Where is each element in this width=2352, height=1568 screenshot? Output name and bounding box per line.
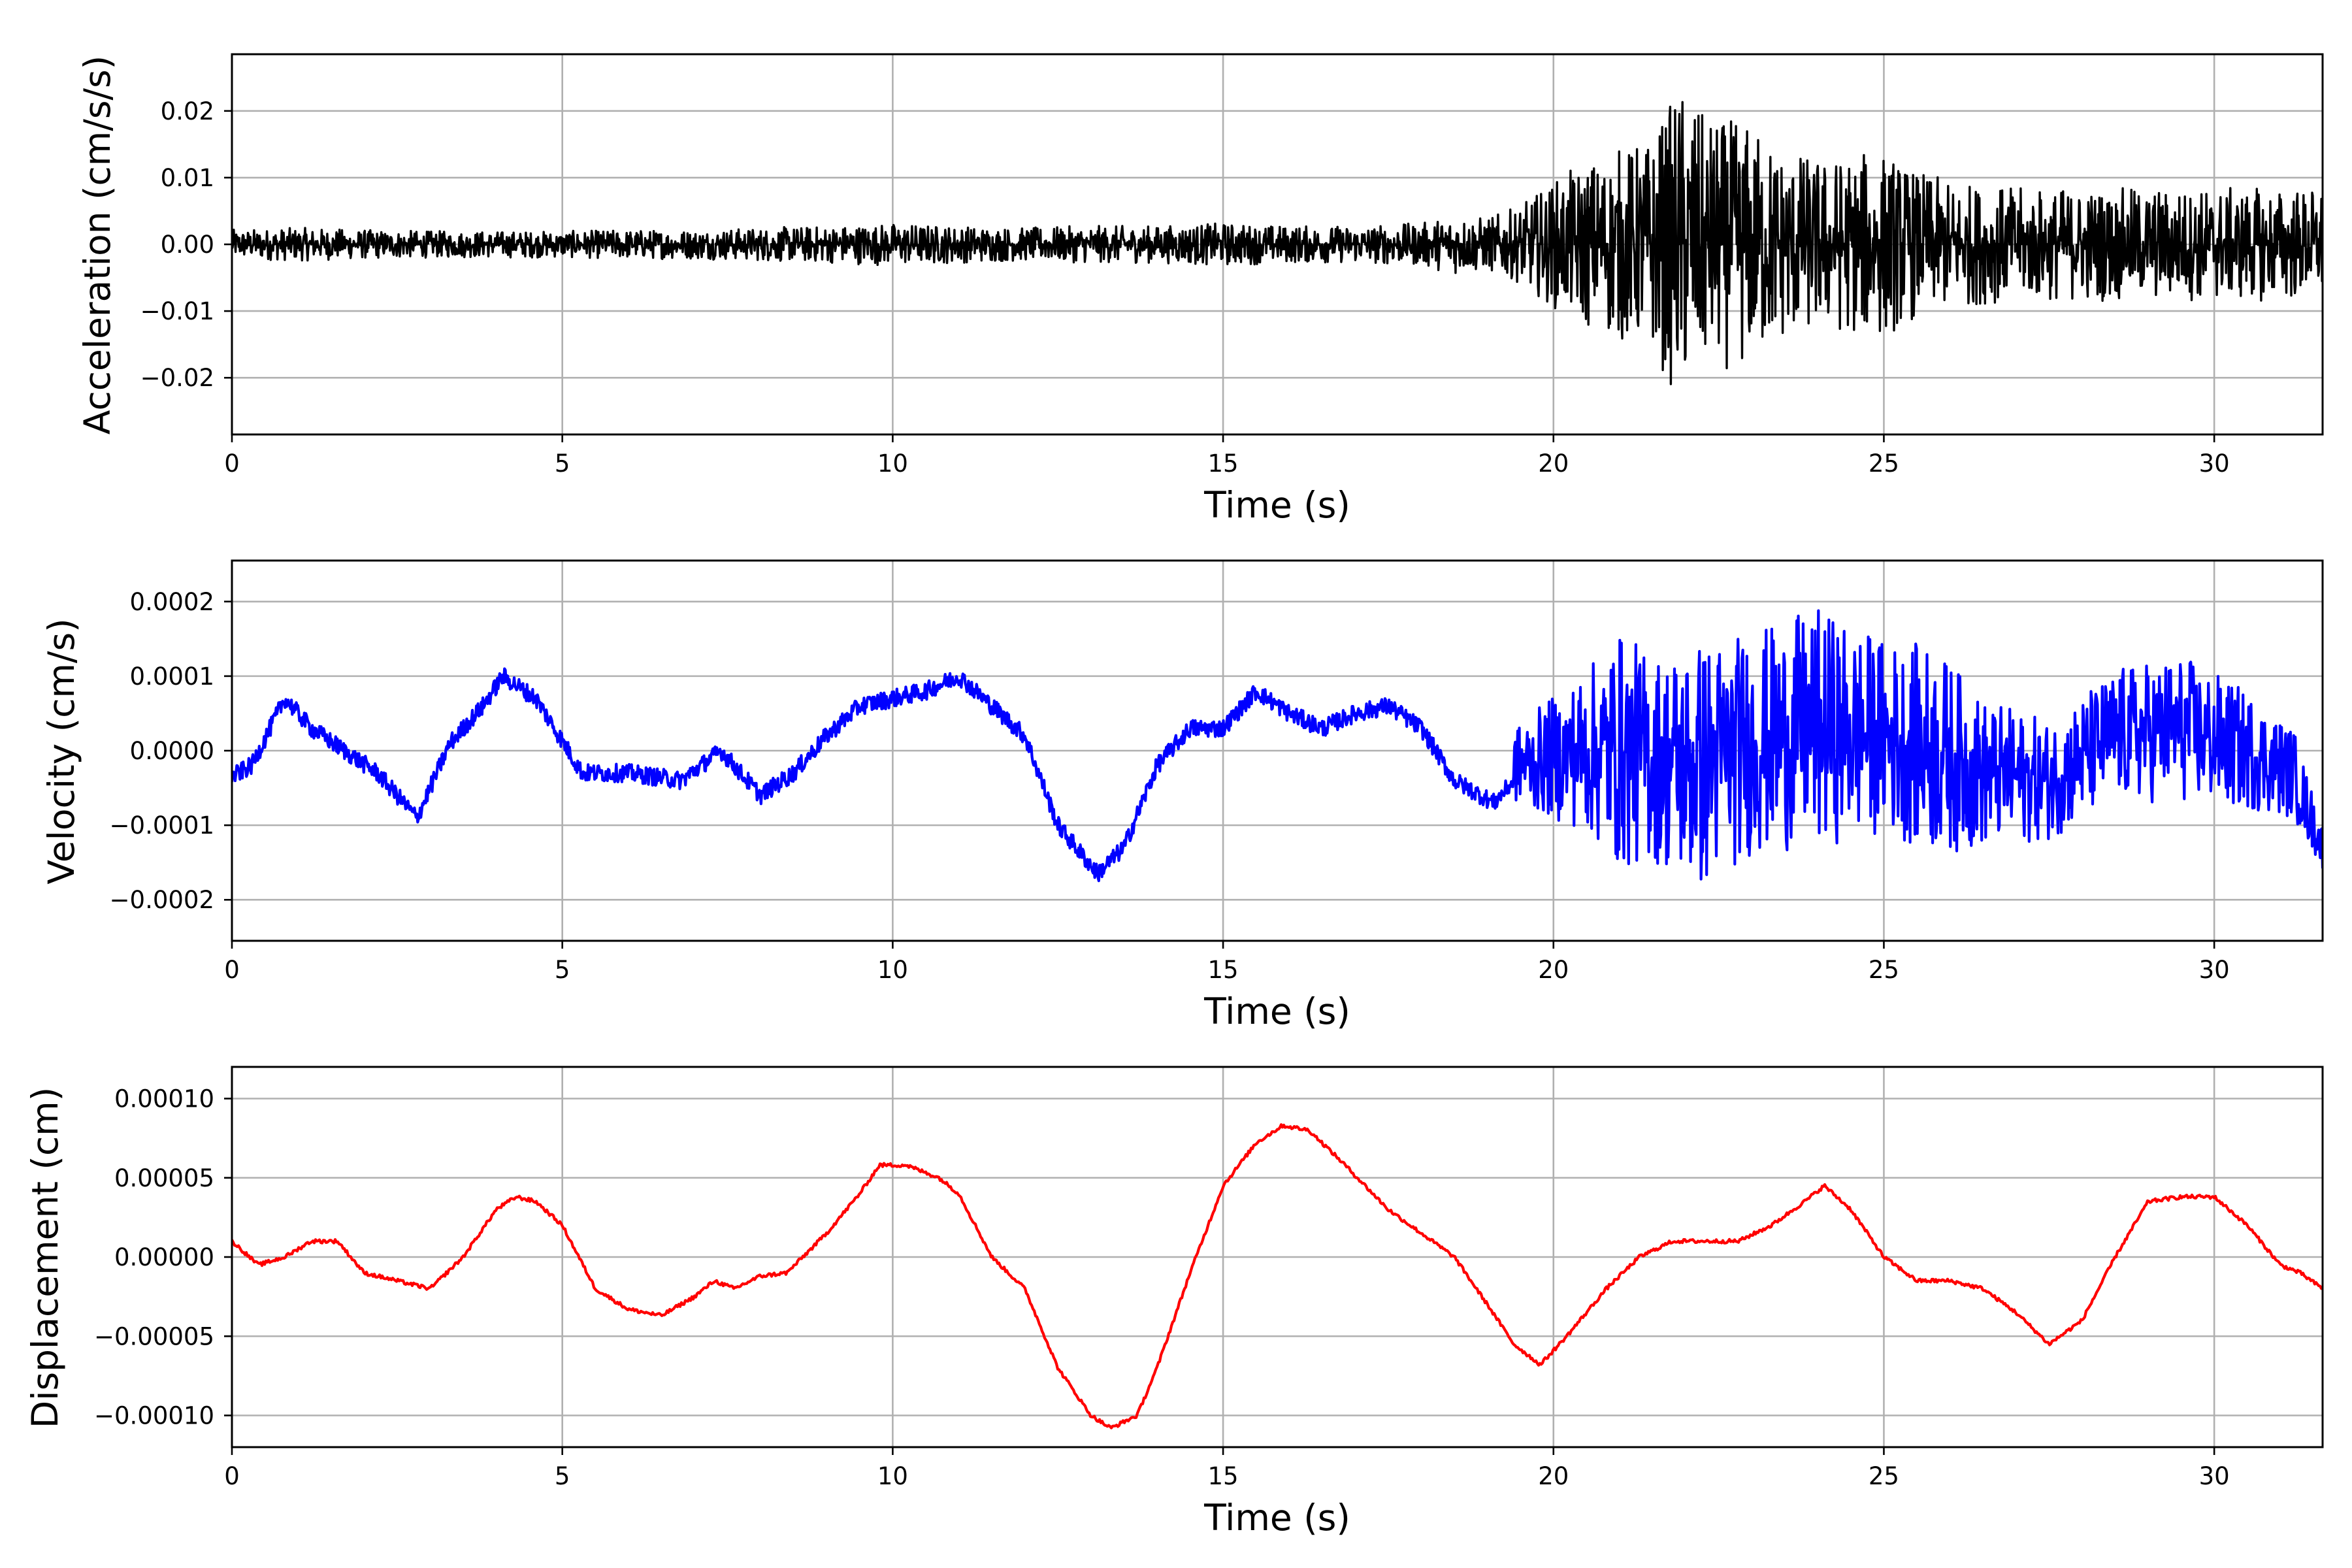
velocity-ytick-label-1: −0.0001	[110, 811, 214, 840]
acceleration-xtick-label-5: 25	[1869, 449, 1899, 478]
acceleration-xtick-label-6: 30	[2199, 449, 2230, 478]
displacement-ytick-label-2: 0.00000	[114, 1243, 214, 1271]
displacement-ytick-label-3: 0.00005	[114, 1164, 214, 1192]
acceleration-ytick-label-2: 0.00	[161, 231, 214, 259]
displacement-xtick-label-3: 15	[1208, 1462, 1239, 1490]
velocity-xtick-label-1: 5	[555, 956, 570, 984]
acceleration-xtick-label-2: 10	[877, 449, 908, 478]
velocity-ytick-label-4: 0.0002	[130, 588, 214, 616]
displacement-xtick-label-0: 0	[224, 1462, 240, 1490]
displacement-series-line	[232, 1123, 2323, 1429]
displacement-xlabel: Time (s)	[1203, 1497, 1350, 1539]
acceleration-ytick-label-4: 0.02	[161, 97, 214, 125]
acceleration-ylabel: Acceleration (cm/s/s)	[76, 56, 118, 434]
acceleration-xlabel: Time (s)	[1203, 484, 1350, 526]
displacement-xtick-label-6: 30	[2199, 1462, 2230, 1490]
displacement-xtick-label-1: 5	[555, 1462, 570, 1490]
displacement-panel: Time (s) Displacement (cm) 0 5 10 15 20 25 30 −…	[24, 1066, 2324, 1539]
acceleration-ytick-label-1: −0.01	[140, 297, 214, 325]
displacement-ytick-label-1: −0.00005	[94, 1322, 214, 1350]
velocity-xtick-label-4: 20	[1538, 956, 1569, 984]
displacement-ytick-label-0: −0.00010	[94, 1402, 214, 1430]
velocity-ytick-label-0: −0.0002	[110, 886, 214, 914]
velocity-series-line	[232, 609, 2323, 883]
acceleration-ytick-label-0: −0.02	[140, 364, 214, 392]
velocity-xtick-label-3: 15	[1208, 956, 1239, 984]
displacement-xtick-label-4: 20	[1538, 1462, 1569, 1490]
velocity-xtick-label-6: 30	[2199, 956, 2230, 984]
velocity-ytick-label-2: 0.0000	[130, 737, 214, 765]
acceleration-series-line	[232, 101, 2323, 385]
velocity-xtick-label-2: 10	[877, 956, 908, 984]
acceleration-xtick-label-1: 5	[555, 449, 570, 478]
velocity-xtick-label-5: 25	[1869, 956, 1899, 984]
displacement-xtick-label-5: 25	[1869, 1462, 1899, 1490]
acceleration-panel: Time (s) Acceleration (cm/s/s) 0 5 10 15 20 2…	[76, 53, 2324, 526]
acceleration-xtick-label-4: 20	[1538, 449, 1569, 478]
velocity-panel: Time (s) Velocity (cm/s) 0 5 10 15 20 25 30 −0.…	[41, 559, 2324, 1032]
displacement-xtick-label-2: 10	[877, 1462, 908, 1490]
acceleration-ytick-label-3: 0.01	[161, 164, 214, 192]
acceleration-xtick-label-0: 0	[224, 449, 240, 478]
velocity-ytick-label-3: 0.0001	[130, 662, 214, 691]
velocity-ylabel: Velocity (cm/s)	[41, 618, 82, 884]
displacement-ytick-label-4: 0.00010	[114, 1085, 214, 1113]
acceleration-xtick-label-3: 15	[1208, 449, 1239, 478]
velocity-xlabel: Time (s)	[1203, 990, 1350, 1032]
velocity-xtick-label-0: 0	[224, 956, 240, 984]
displacement-ylabel: Displacement (cm)	[24, 1087, 66, 1428]
